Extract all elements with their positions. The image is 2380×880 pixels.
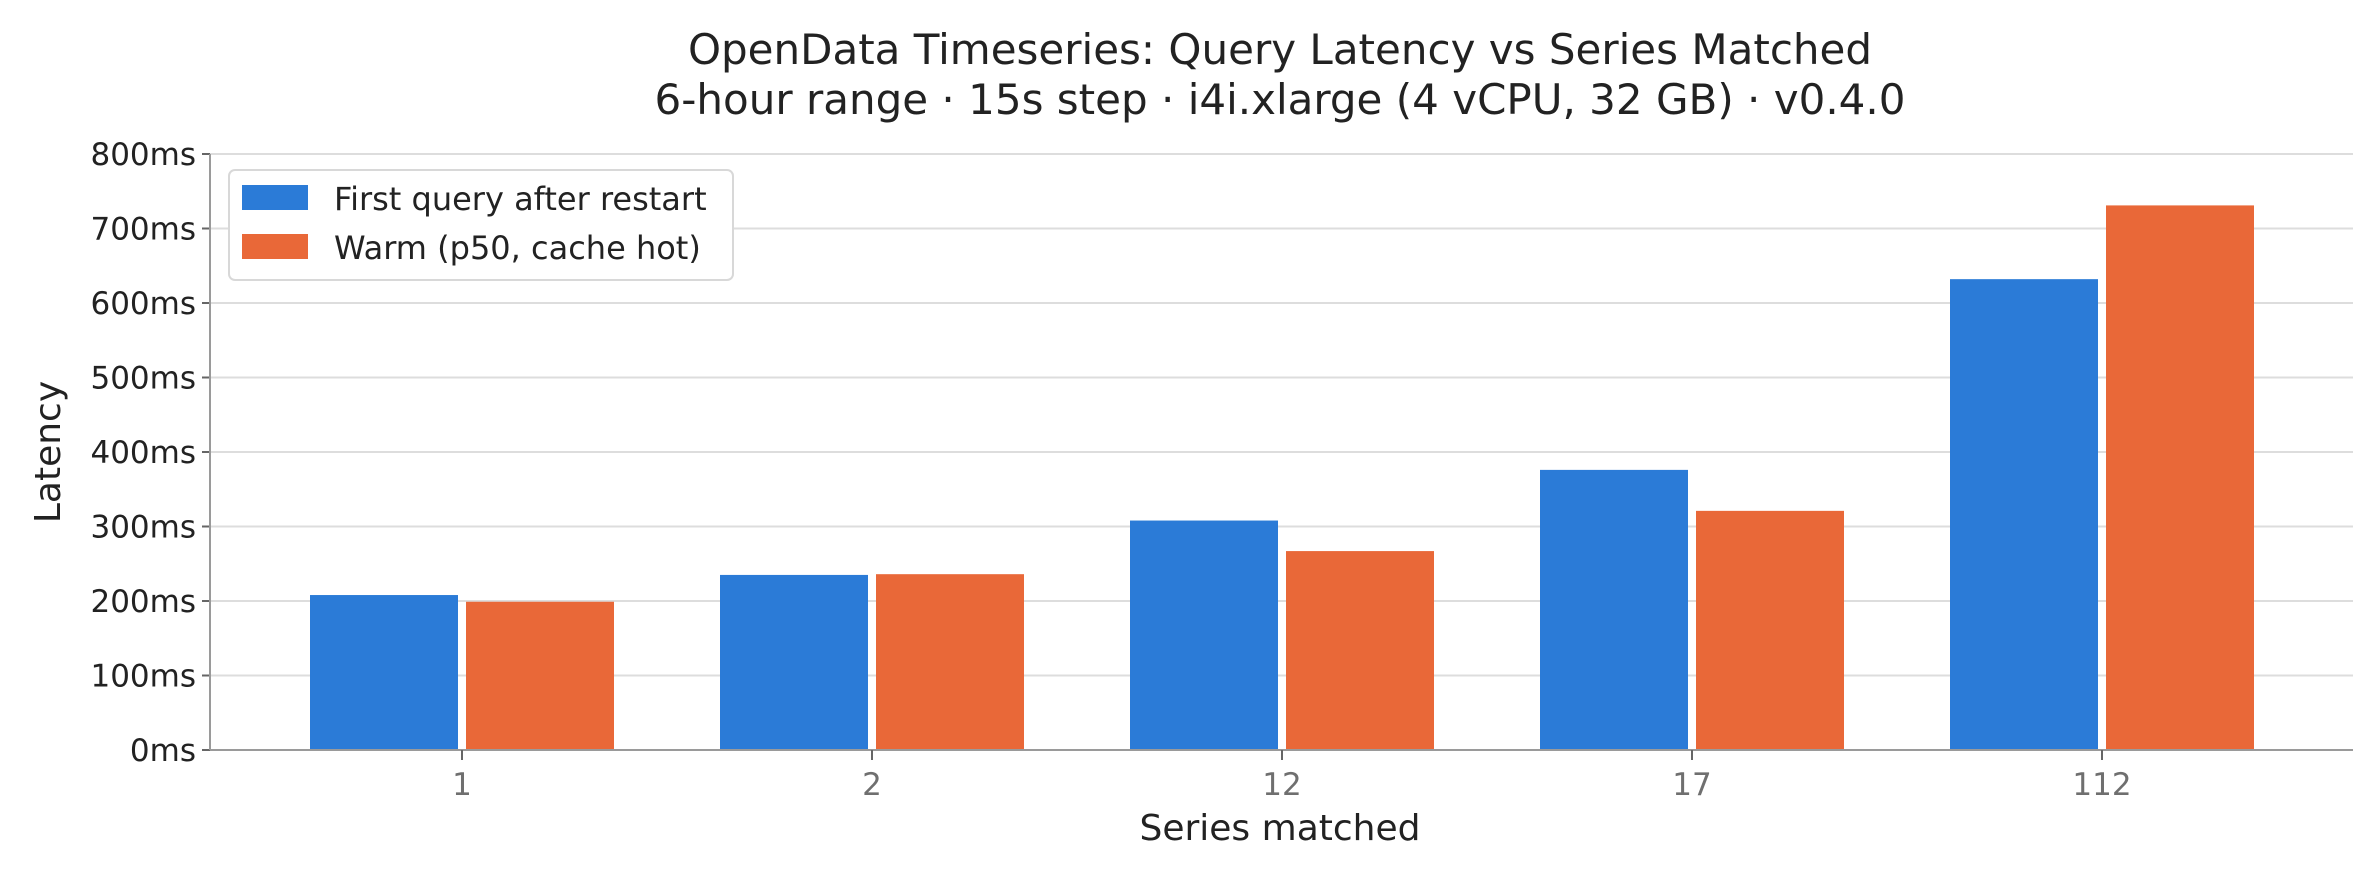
chart-title: OpenData Timeseries: Query Latency vs Se… bbox=[688, 25, 1872, 74]
bar-first-query-12 bbox=[1130, 520, 1278, 750]
y-tick-label: 200ms bbox=[90, 584, 196, 620]
y-tick-label: 600ms bbox=[90, 286, 196, 322]
bar-first-query-2 bbox=[720, 574, 868, 750]
y-tick-label: 700ms bbox=[90, 212, 196, 248]
y-tick-label: 300ms bbox=[90, 510, 196, 546]
bar-layer bbox=[310, 205, 2254, 750]
bar-first-query-112 bbox=[1950, 279, 2098, 750]
bar-warm-17 bbox=[1696, 510, 1844, 750]
bar-first-query-17 bbox=[1540, 469, 1688, 750]
y-tick-label: 800ms bbox=[90, 137, 196, 173]
legend-swatch bbox=[242, 234, 308, 259]
bar-warm-1 bbox=[466, 601, 614, 750]
bar-warm-12 bbox=[1286, 551, 1434, 750]
bar-warm-2 bbox=[876, 574, 1024, 750]
axis-layer: 0ms 100ms 200ms 300ms 400ms 500ms 600ms 700ms 80… bbox=[90, 137, 2353, 803]
y-tick-label: 100ms bbox=[90, 659, 196, 695]
bar-first-query-1 bbox=[310, 595, 458, 750]
legend-box bbox=[228, 169, 734, 281]
y-tick-label: 500ms bbox=[90, 361, 196, 397]
chart-subtitle: 6-hour range · 15s step · i4i.xlarge (4 … bbox=[655, 75, 1906, 124]
x-tick-label: 12 bbox=[1262, 767, 1301, 803]
legend-label: Warm (p50, cache hot) bbox=[334, 229, 701, 267]
x-tick-label: 2 bbox=[862, 767, 882, 803]
bar-warm-112 bbox=[2106, 205, 2254, 750]
legend-label: First query after restart bbox=[334, 180, 707, 218]
x-tick-label: 112 bbox=[2072, 767, 2131, 803]
y-axis-title: Latency bbox=[28, 381, 69, 523]
y-tick-label: 0ms bbox=[130, 733, 196, 769]
x-tick-label: 17 bbox=[1672, 767, 1711, 803]
legend-layer: First query after restart Warm (p50, cach… bbox=[228, 169, 734, 281]
y-tick-label: 400ms bbox=[90, 435, 196, 471]
legend-swatch bbox=[242, 185, 308, 210]
x-axis-title: Series matched bbox=[1139, 808, 1420, 849]
x-tick-label: 1 bbox=[452, 767, 472, 803]
